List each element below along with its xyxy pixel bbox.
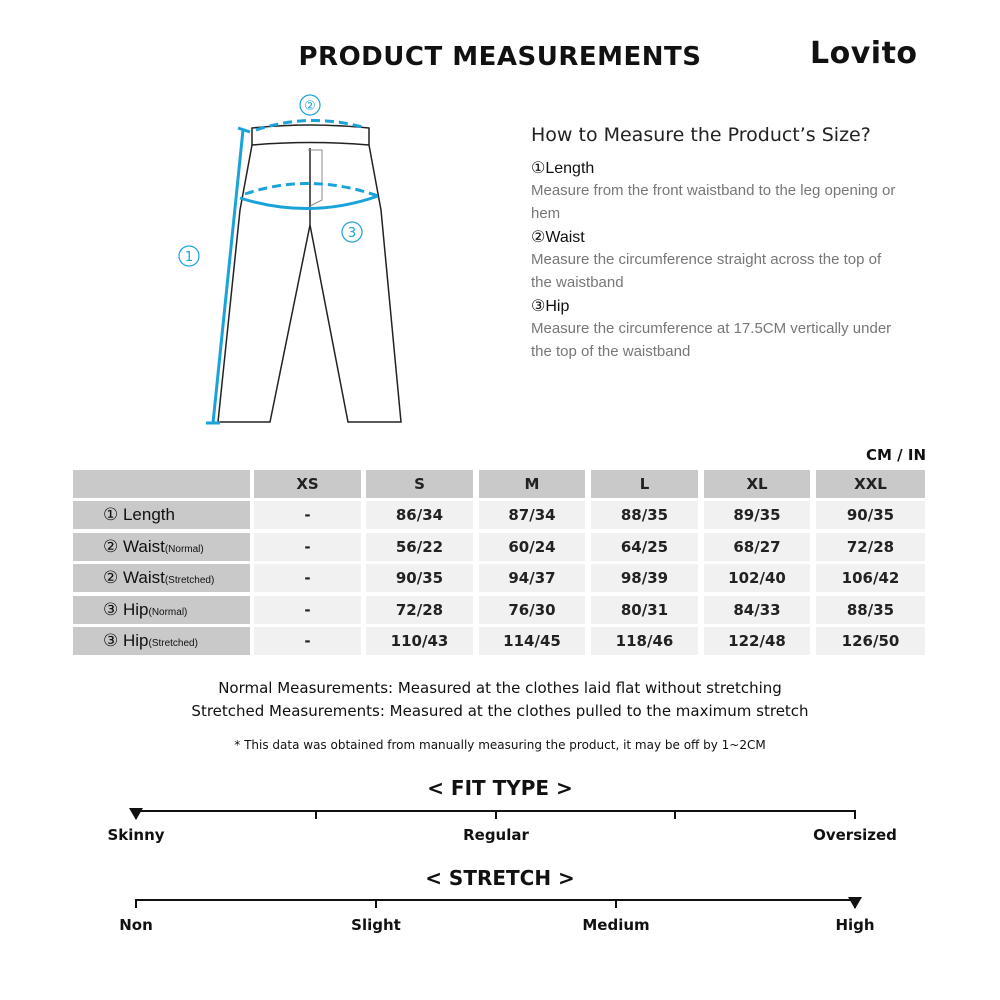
waist-line bbox=[255, 118, 367, 132]
table-cell: 72/28 bbox=[366, 596, 473, 624]
length-line bbox=[211, 129, 245, 424]
scale-tick bbox=[854, 810, 856, 819]
guide-waist-heading: ②Waist bbox=[531, 229, 585, 246]
scale-tick bbox=[375, 899, 377, 908]
guide-waist-desc: Measure the circumference straight acros… bbox=[531, 251, 882, 291]
table-cell: 126/50 bbox=[816, 627, 925, 655]
fit-type-label: Regular bbox=[463, 826, 529, 844]
size-header-xl: XL bbox=[704, 470, 810, 498]
table-cell: 122/48 bbox=[704, 627, 810, 655]
stretch-label: High bbox=[835, 916, 875, 934]
row-label: ② Waist (Stretched) bbox=[73, 564, 250, 592]
measure-lines bbox=[206, 118, 379, 425]
scale-tick bbox=[135, 899, 137, 908]
table-cell: - bbox=[254, 533, 361, 561]
row-label-sub: (Stretched) bbox=[148, 638, 198, 649]
hip-line-front bbox=[239, 194, 379, 210]
scale-tick bbox=[495, 810, 497, 819]
stretch-label: Non bbox=[119, 916, 153, 934]
table-cell: - bbox=[254, 596, 361, 624]
guide-title: How to Measure the Product’s Size? bbox=[531, 124, 871, 146]
pants-diagram: ② 1 3 bbox=[178, 94, 402, 425]
hip-line-back bbox=[244, 182, 379, 198]
selected-marker-icon bbox=[848, 897, 862, 909]
table-cell: 102/40 bbox=[704, 564, 810, 592]
size-header-s: S bbox=[366, 470, 473, 498]
marker-2: ② bbox=[304, 99, 316, 114]
guide-hip-desc: Measure the circumference at 17.5CM vert… bbox=[531, 320, 892, 360]
table-cell: 89/35 bbox=[704, 501, 810, 529]
table-cell: 64/25 bbox=[591, 533, 698, 561]
table-cell: 80/31 bbox=[591, 596, 698, 624]
guide-length-desc: Measure from the front waistband to the … bbox=[531, 182, 896, 222]
row-label: ③ Hip (Normal) bbox=[73, 596, 250, 624]
table-cell: 94/37 bbox=[479, 564, 585, 592]
header-corner bbox=[73, 470, 250, 498]
row-label-sub: (Normal) bbox=[148, 607, 188, 618]
row-label: ① Length bbox=[73, 501, 250, 529]
fit-type-title: < FIT TYPE > bbox=[427, 776, 573, 800]
table-cell: 88/35 bbox=[816, 596, 925, 624]
row-label-text: ① Length bbox=[103, 505, 175, 524]
guide-length-heading: ①Length bbox=[531, 160, 595, 177]
stretch-scale-line bbox=[136, 899, 856, 901]
table-cell: - bbox=[254, 564, 361, 592]
table-cell: 90/35 bbox=[366, 564, 473, 592]
scale-tick bbox=[615, 899, 617, 908]
row-label: ③ Hip (Stretched) bbox=[73, 627, 250, 655]
table-cell: 86/34 bbox=[366, 501, 473, 529]
table-cell: 118/46 bbox=[591, 627, 698, 655]
table-cell: 56/22 bbox=[366, 533, 473, 561]
row-label-text: ② Waist bbox=[103, 568, 165, 587]
row-label-sub: (Stretched) bbox=[164, 575, 215, 586]
brand-logo: Lovito bbox=[810, 36, 918, 71]
pants-outline bbox=[217, 124, 402, 423]
scale-tick bbox=[315, 810, 317, 819]
stretch-title: < STRETCH > bbox=[425, 866, 575, 890]
row-label-sub: (Normal) bbox=[164, 544, 204, 555]
fit-type-label: Skinny bbox=[107, 826, 165, 844]
row-label-text: ② Waist bbox=[103, 537, 165, 556]
row-label-text: ③ Hip bbox=[103, 631, 149, 650]
table-cell: 76/30 bbox=[479, 596, 585, 624]
guide-hip-heading: ③Hip bbox=[531, 298, 570, 315]
size-header-m: M bbox=[479, 470, 585, 498]
row-label: ② Waist (Normal) bbox=[73, 533, 250, 561]
marker-3: 3 bbox=[348, 226, 356, 241]
scale-tick bbox=[674, 810, 676, 819]
size-header-xs: XS bbox=[254, 470, 361, 498]
size-header-l: L bbox=[591, 470, 698, 498]
table-cell: 87/34 bbox=[479, 501, 585, 529]
table-cell: 98/39 bbox=[591, 564, 698, 592]
table-cell: 106/42 bbox=[816, 564, 925, 592]
table-cell: 68/27 bbox=[704, 533, 810, 561]
table-cell: 114/45 bbox=[479, 627, 585, 655]
stretch-label: Medium bbox=[582, 916, 650, 934]
stretched-note: Stretched Measurements: Measured at the … bbox=[191, 702, 809, 720]
size-header-xxl: XXL bbox=[816, 470, 925, 498]
table-cell: 88/35 bbox=[591, 501, 698, 529]
normal-note: Normal Measurements: Measured at the clo… bbox=[218, 679, 782, 697]
table-cell: 110/43 bbox=[366, 627, 473, 655]
page-title: PRODUCT MEASUREMENTS bbox=[298, 42, 702, 72]
fit-type-label: Oversized bbox=[813, 826, 897, 844]
table-cell: - bbox=[254, 627, 361, 655]
marker-1: 1 bbox=[185, 250, 193, 265]
unit-label: CM / IN bbox=[866, 446, 926, 464]
table-cell: - bbox=[254, 501, 361, 529]
disclaimer: * This data was obtained from manually m… bbox=[234, 738, 766, 752]
selected-marker-icon bbox=[129, 808, 143, 820]
table-cell: 72/28 bbox=[816, 533, 925, 561]
table-cell: 84/33 bbox=[704, 596, 810, 624]
stretch-label: Slight bbox=[351, 916, 401, 934]
table-cell: 90/35 bbox=[816, 501, 925, 529]
table-cell: 60/24 bbox=[479, 533, 585, 561]
row-label-text: ③ Hip bbox=[103, 600, 149, 619]
